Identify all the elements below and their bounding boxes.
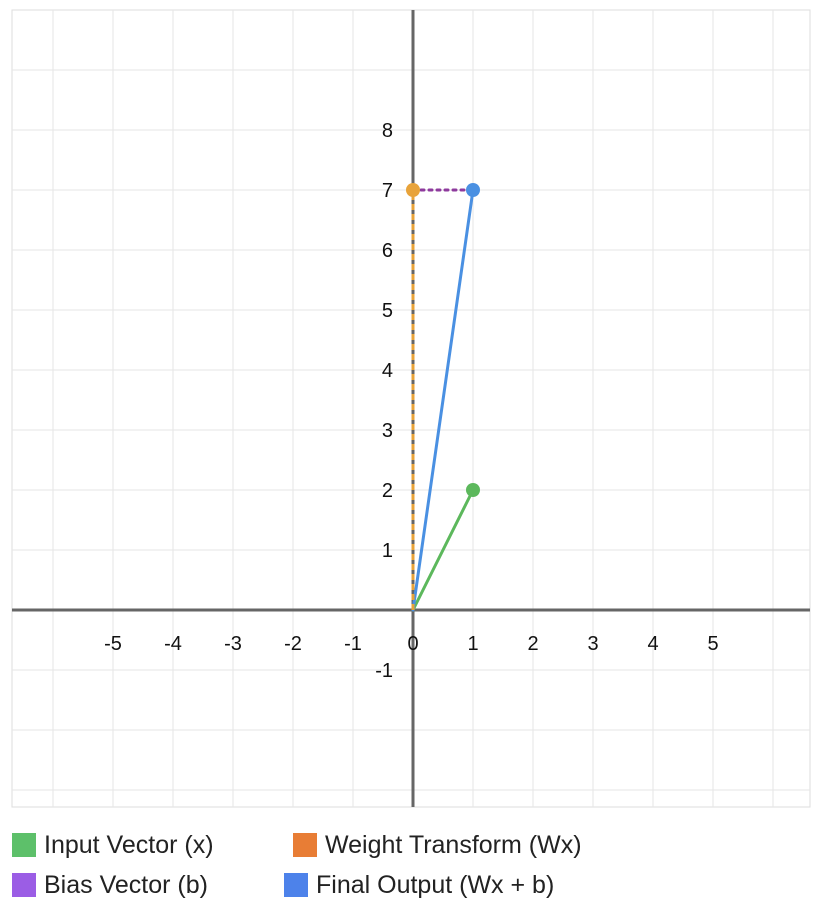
x-tick-label: -3: [224, 633, 242, 655]
x-tick-label: 0: [407, 633, 418, 655]
y-tick-label: 1: [382, 540, 393, 562]
y-tick-label: 6: [382, 240, 393, 262]
legend-swatch-weight-transform: [293, 833, 317, 857]
legend-label-input-vector: Input Vector (x): [44, 830, 214, 859]
legend-swatch-input-vector: [12, 833, 36, 857]
legend-swatch-bias-vector: [12, 873, 36, 897]
x-tick-label: 3: [587, 633, 598, 655]
y-tick-label: 8: [382, 120, 393, 142]
weight-transform-point: [406, 183, 420, 197]
y-tick-label: 5: [382, 300, 393, 322]
legend-label-bias-vector: Bias Vector (b): [44, 870, 208, 899]
x-tick-label: 4: [647, 633, 658, 655]
legend-swatch-final-output: [284, 873, 308, 897]
y-tick-label: -1: [375, 660, 393, 682]
x-tick-label: 1: [467, 633, 478, 655]
x-tick-label: 5: [707, 633, 718, 655]
y-tick-label: 4: [382, 360, 393, 382]
x-tick-label: -2: [284, 633, 302, 655]
chart-legend: Input Vector (x) Weight Transform (Wx) B…: [12, 828, 812, 904]
y-tick-label: 7: [382, 180, 393, 202]
y-tick-label: 2: [382, 480, 393, 502]
x-tick-label: 2: [527, 633, 538, 655]
legend-item-weight-transform: Weight Transform (Wx): [293, 828, 582, 862]
legend-item-input-vector: Input Vector (x): [12, 828, 214, 862]
x-tick-label: -4: [164, 633, 182, 655]
legend-label-weight-transform: Weight Transform (Wx): [325, 830, 582, 859]
final-output-point: [466, 183, 480, 197]
final-output-line: [411, 188, 475, 612]
legend-item-final-output: Final Output (Wx + b): [284, 868, 554, 902]
vector-chart: -5 -4 -3 -2 -1 0 1 2 3 4 5 -1 1 2 3 4 5 6 7 8: [11, 9, 811, 808]
legend-label-final-output: Final Output (Wx + b): [316, 870, 555, 899]
x-tick-label: -5: [104, 633, 122, 655]
y-tick-label: 3: [382, 420, 393, 442]
legend-item-bias-vector: Bias Vector (b): [12, 868, 208, 902]
plot-frame: [11, 9, 811, 808]
input-vector-line: [411, 488, 475, 612]
x-tick-label: -1: [344, 633, 362, 655]
input-vector-point: [466, 483, 480, 497]
